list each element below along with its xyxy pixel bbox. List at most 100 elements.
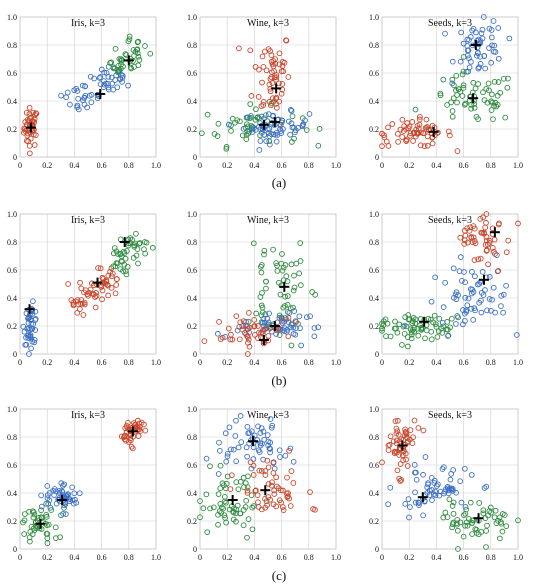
x-tick-label: 0.4	[431, 553, 441, 562]
x-tick-label: 0.8	[486, 161, 496, 170]
data-point	[52, 524, 59, 531]
data-point	[82, 92, 89, 99]
data-point	[235, 444, 242, 451]
data-point	[285, 490, 291, 496]
data-point	[71, 490, 78, 497]
x-tick-label: 1.0	[151, 161, 161, 170]
data-point	[464, 522, 471, 529]
data-point	[204, 529, 211, 536]
data-point	[471, 104, 478, 111]
data-point	[43, 500, 50, 507]
data-point	[203, 491, 210, 498]
data-point	[223, 458, 230, 465]
data-point	[270, 470, 277, 476]
data-point	[114, 276, 120, 282]
data-point	[499, 511, 506, 517]
centroid-marker	[428, 126, 439, 137]
data-point	[262, 48, 268, 55]
x-tick-label: 0.4	[249, 161, 259, 170]
data-point	[109, 80, 116, 87]
y-tick-label: 0.6	[7, 266, 17, 275]
data-point	[60, 482, 66, 489]
data-point	[483, 211, 490, 217]
data-point	[281, 328, 288, 335]
data-point	[291, 272, 297, 279]
data-point	[455, 292, 461, 298]
data-point	[472, 273, 478, 280]
data-point	[28, 114, 34, 121]
data-point	[276, 98, 282, 105]
data-point	[430, 319, 436, 326]
data-point	[118, 433, 125, 440]
series-green	[110, 230, 156, 278]
data-point	[32, 327, 39, 333]
data-point	[298, 342, 304, 349]
data-point	[142, 43, 148, 49]
data-point	[84, 104, 91, 111]
data-point	[465, 295, 472, 302]
data-point	[448, 315, 455, 322]
data-point	[99, 287, 106, 294]
data-point	[421, 143, 428, 149]
data-point	[400, 457, 407, 464]
data-point	[256, 147, 263, 153]
data-point	[459, 71, 466, 78]
data-point	[499, 528, 506, 535]
data-point	[216, 319, 222, 325]
data-point	[410, 138, 416, 144]
row-label-c: (c)	[272, 568, 286, 583]
data-point	[316, 126, 323, 132]
data-point	[405, 125, 412, 132]
data-point	[481, 53, 488, 59]
data-point	[449, 58, 456, 65]
data-point	[108, 284, 115, 291]
data-point	[284, 278, 291, 285]
y-tick-label: 0	[375, 545, 379, 554]
data-point	[278, 260, 285, 267]
data-point	[44, 483, 51, 489]
data-point	[129, 445, 136, 452]
data-point	[26, 150, 33, 157]
data-point	[69, 484, 76, 491]
data-point	[252, 64, 259, 70]
y-tick-label: 0.2	[187, 125, 197, 134]
y-tick-label: 0.6	[7, 69, 17, 78]
data-point	[255, 335, 261, 341]
y-tick-label: 0.6	[369, 461, 379, 470]
data-point	[459, 93, 466, 99]
data-point	[84, 291, 91, 298]
data-point	[503, 282, 509, 289]
data-point	[110, 263, 117, 270]
data-point	[475, 116, 481, 122]
data-point	[28, 345, 34, 352]
data-point	[268, 52, 275, 58]
data-point	[477, 216, 484, 222]
x-tick-label: 0.4	[69, 358, 79, 367]
data-point	[444, 102, 450, 108]
data-point	[489, 245, 496, 251]
data-point	[211, 131, 218, 137]
data-point	[215, 491, 222, 497]
data-point	[459, 277, 465, 284]
centroid-marker	[25, 122, 36, 133]
data-point	[279, 267, 286, 274]
data-point	[243, 132, 250, 138]
data-point	[425, 481, 431, 488]
data-point	[286, 495, 293, 502]
data-point	[259, 129, 265, 136]
data-point	[24, 132, 31, 139]
data-point	[402, 500, 409, 507]
y-tick-label: 1.0	[7, 210, 17, 219]
plot-area	[199, 16, 337, 158]
data-point	[105, 86, 112, 93]
data-point	[483, 219, 489, 226]
data-point	[411, 461, 418, 468]
data-point	[243, 444, 250, 451]
data-point	[455, 314, 461, 321]
data-point	[283, 37, 289, 44]
data-point	[450, 265, 457, 272]
data-point	[492, 507, 499, 514]
x-tick-label: 1.0	[151, 553, 161, 562]
data-point	[61, 502, 68, 509]
data-point	[244, 424, 251, 430]
